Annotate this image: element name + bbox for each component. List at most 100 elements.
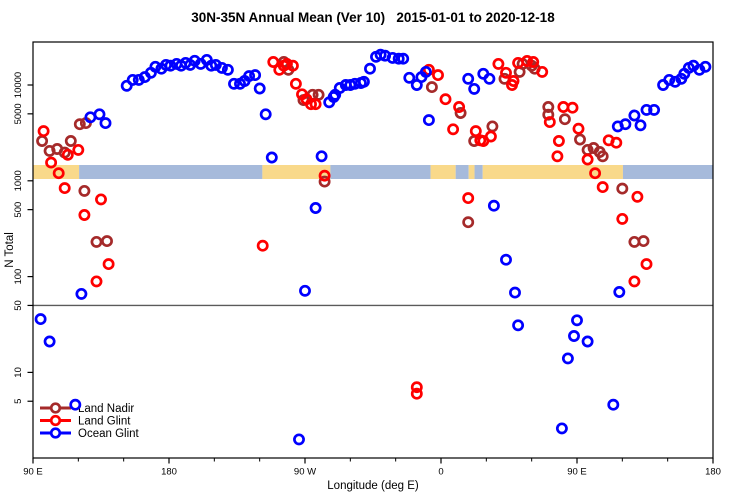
data-point xyxy=(581,335,594,348)
data-point xyxy=(293,433,305,446)
data-point xyxy=(469,125,482,138)
legend-marker xyxy=(49,402,62,414)
data-point xyxy=(640,103,653,116)
map-strip-ocean xyxy=(79,165,263,179)
data-point xyxy=(439,93,452,106)
data-point xyxy=(75,287,88,300)
data-point xyxy=(589,167,602,180)
series-ocean-glint xyxy=(34,48,712,446)
data-point xyxy=(253,82,266,95)
data-point xyxy=(267,56,280,68)
data-point xyxy=(36,135,49,147)
data-point xyxy=(527,56,540,68)
data-point xyxy=(637,235,650,248)
chart-title: 30N-35N Annual Mean (Ver 10) 2015-01-01 … xyxy=(191,10,555,25)
data-point xyxy=(78,184,91,197)
data-point xyxy=(265,151,278,164)
data-point xyxy=(299,284,311,297)
x-tick-label: 0 xyxy=(438,467,443,478)
data-point xyxy=(462,192,475,205)
map-strip-land xyxy=(482,165,623,179)
data-point xyxy=(318,169,331,182)
data-point xyxy=(634,119,647,132)
data-point xyxy=(596,181,609,194)
map-strip-land xyxy=(430,165,456,179)
data-point xyxy=(500,253,512,266)
data-point xyxy=(312,88,325,101)
data-point xyxy=(453,101,466,113)
data-point xyxy=(542,101,555,113)
data-point xyxy=(99,117,112,130)
data-point xyxy=(95,193,107,206)
data-point xyxy=(90,275,103,288)
data-point xyxy=(209,58,222,71)
data-point xyxy=(215,61,228,74)
data-point xyxy=(425,81,438,94)
map-strip-ocean xyxy=(474,165,483,179)
data-point xyxy=(305,98,317,111)
data-point xyxy=(259,108,272,121)
data-point xyxy=(484,130,497,143)
x-axis-title: Longitude (deg E) xyxy=(327,480,419,492)
data-point xyxy=(568,330,580,342)
data-point xyxy=(492,57,505,70)
x-tick-label: 90 E xyxy=(23,467,43,478)
data-point xyxy=(555,422,568,435)
y-tick-label: 100 xyxy=(13,269,24,285)
data-point xyxy=(571,314,583,327)
legend-label: Ocean Glint xyxy=(78,428,140,440)
data-point xyxy=(566,101,579,114)
data-point xyxy=(628,275,641,288)
data-point xyxy=(286,59,299,72)
data-point xyxy=(468,82,481,95)
y-tick-label: 5000 xyxy=(13,103,24,124)
data-point xyxy=(462,216,475,229)
data-point xyxy=(422,114,435,127)
data-point xyxy=(447,123,460,136)
legend-marker xyxy=(49,427,62,439)
y-tick-label: 10 xyxy=(13,367,24,378)
data-point xyxy=(34,313,47,326)
data-point xyxy=(419,65,432,78)
data-point xyxy=(572,122,585,135)
legend-marker xyxy=(49,414,62,427)
data-point xyxy=(93,108,106,121)
x-tick-label: 180 xyxy=(161,467,177,478)
data-point xyxy=(648,103,661,116)
data-point xyxy=(132,73,145,86)
data-point xyxy=(52,167,65,180)
data-point xyxy=(699,60,712,73)
data-point xyxy=(386,51,399,64)
data-point xyxy=(610,136,623,149)
data-point xyxy=(120,79,133,92)
data-point xyxy=(543,116,556,129)
map-strip-ocean xyxy=(622,165,713,179)
data-point xyxy=(628,109,641,122)
data-point xyxy=(607,398,620,411)
data-point xyxy=(432,69,444,82)
data-point xyxy=(487,199,500,212)
data-point xyxy=(280,57,293,70)
map-strip-land xyxy=(468,165,475,179)
data-point xyxy=(486,120,499,133)
y-tick-label: 5 xyxy=(13,399,24,404)
data-point xyxy=(37,125,50,138)
y-axis: 10000 5000 1000 500 100 50 10 5 xyxy=(13,72,33,404)
data-point xyxy=(61,148,74,161)
data-point xyxy=(90,235,103,248)
data-point xyxy=(43,335,56,348)
legend-label: Land Nadir xyxy=(78,403,134,415)
y-tick-label: 1000 xyxy=(13,170,24,191)
data-point xyxy=(78,209,91,221)
data-point xyxy=(392,52,405,65)
data-point xyxy=(164,59,177,72)
map-strip-land xyxy=(262,165,331,179)
data-point xyxy=(613,286,626,298)
data-point xyxy=(243,70,256,83)
x-tick-label: 180 xyxy=(705,467,721,478)
data-point xyxy=(309,202,322,214)
data-point xyxy=(640,258,653,271)
data-point xyxy=(45,156,58,169)
data-point xyxy=(410,381,423,394)
